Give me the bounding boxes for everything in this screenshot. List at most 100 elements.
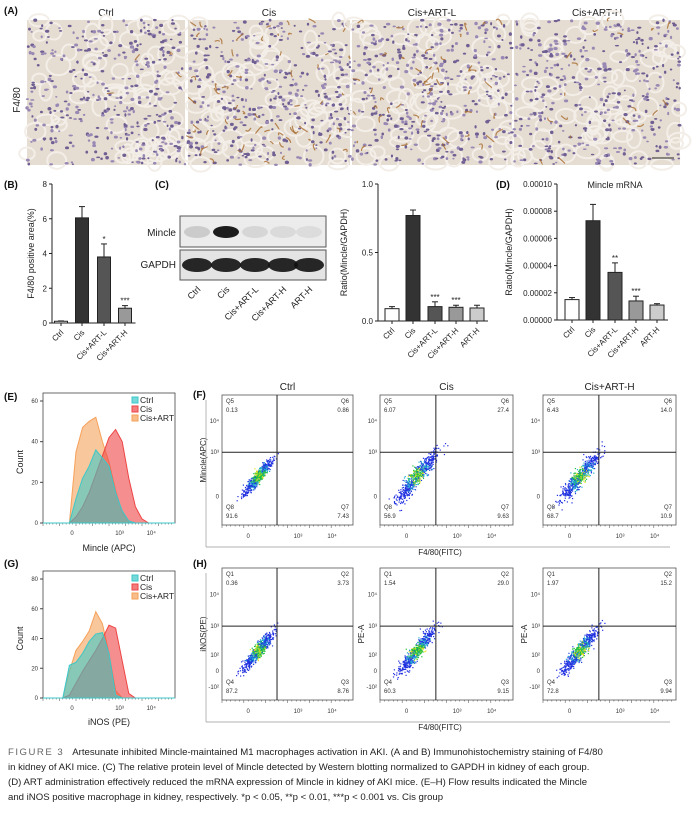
event-dot [405,481,407,484]
nucleus [331,103,336,107]
nucleus [615,36,619,39]
nucleus [375,159,379,162]
event-dot [584,477,586,479]
nucleus [546,149,551,153]
nucleus [222,57,225,61]
y-tick-label: 0 [35,521,39,527]
event-dot [410,487,412,489]
nucleus [625,68,630,72]
event-dot [576,484,578,486]
event-dot [421,476,423,478]
tubule [327,157,349,171]
event-dot [425,462,427,465]
nucleus [246,58,251,62]
nucleus [287,59,292,64]
event-dot [590,466,592,468]
nucleus [194,51,198,55]
nucleus [655,21,660,25]
nucleus [331,156,334,160]
nucleus [310,125,314,129]
gapdh-band [211,258,241,272]
nucleus [83,72,89,77]
f4-80-stain [469,69,477,73]
tubule [554,107,577,125]
nucleus [666,153,670,156]
event-dot [427,474,430,476]
nucleus [431,107,435,110]
nucleus [278,69,283,73]
event-dot [564,493,567,495]
nucleus [646,140,649,143]
event-dot [419,470,421,472]
event-dot [247,489,249,491]
nucleus [442,117,446,122]
event-dot [573,473,575,475]
event-dot [248,489,250,491]
event-dot [250,482,252,484]
event-dot [264,471,266,473]
nucleus [49,137,53,141]
nucleus [256,54,261,58]
event-dot [272,463,274,465]
f4-80-stain [482,21,486,26]
event-dot [262,469,264,471]
event-dot [248,657,250,659]
event-dot [425,470,427,473]
event-dot [589,463,591,465]
event-dot [576,483,578,485]
event-dot [247,491,250,493]
nucleus [346,121,350,123]
event-dot [431,465,433,467]
event-dot [248,662,251,664]
event-dot [244,659,246,662]
event-dot [248,483,251,485]
nucleus [314,89,319,93]
event-dot [244,666,246,668]
event-dot [434,458,436,460]
nucleus [26,45,30,48]
nucleus [669,68,673,71]
nucleus [213,151,218,154]
mincle-band [242,226,268,238]
nucleus [162,120,167,123]
event-dot [588,465,590,467]
event-dot [260,470,262,472]
event-dot [580,482,582,484]
nucleus [549,54,554,58]
nucleus [666,97,670,101]
nucleus [268,105,273,109]
event-dot [259,480,261,482]
nucleus [33,57,37,61]
nucleus [152,34,156,39]
event-dot [578,469,581,471]
y-tick-label: 40 [31,637,38,643]
event-dot [275,458,278,460]
event-dot [258,651,260,653]
nucleus [414,42,418,46]
event-dot [252,486,254,488]
x-tick-label: 0 [405,534,409,540]
nucleus [301,52,306,56]
nucleus [382,86,386,90]
nucleus [131,49,136,54]
tubule [32,29,48,42]
event-dot [567,494,569,496]
nucleus [153,120,157,124]
nucleus [334,110,339,113]
nucleus [520,35,523,39]
event-dot [570,492,572,494]
event-dot [415,474,417,477]
nucleus [404,108,408,112]
nucleus [542,99,545,103]
bar [75,217,89,324]
event-dot [270,638,273,641]
nucleus [148,102,152,105]
event-dot [259,477,261,479]
event-dot [407,488,410,490]
event-dot [574,484,577,486]
nucleus [636,64,641,66]
nucleus [501,96,505,100]
f4-80-stain [308,18,316,24]
event-dot [588,459,590,461]
nucleus [323,148,328,152]
